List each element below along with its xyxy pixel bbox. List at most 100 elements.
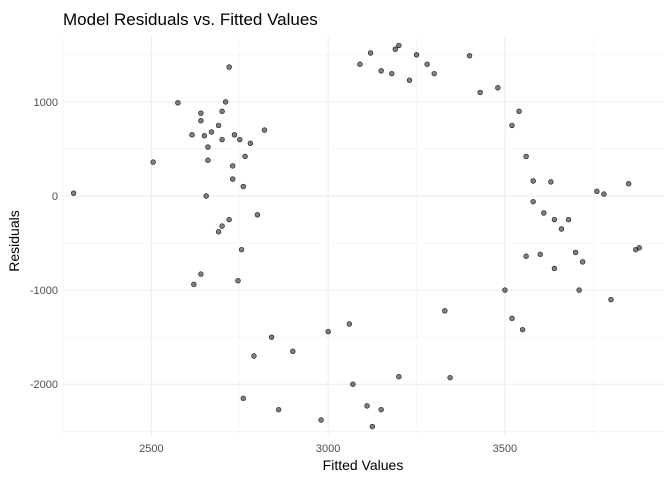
data-point bbox=[431, 70, 437, 77]
data-point bbox=[576, 287, 582, 293]
data-point bbox=[226, 216, 232, 223]
data-point bbox=[215, 229, 222, 235]
data-point bbox=[565, 216, 572, 223]
data-point bbox=[601, 191, 607, 197]
data-point bbox=[350, 381, 356, 387]
data-point bbox=[608, 296, 614, 303]
y-tick-label: 0 bbox=[52, 191, 58, 203]
data-point bbox=[548, 179, 554, 185]
data-point bbox=[551, 216, 558, 223]
data-point bbox=[541, 210, 547, 216]
data-point bbox=[191, 281, 197, 288]
data-point bbox=[205, 144, 211, 150]
data-point bbox=[519, 326, 526, 333]
major-gridlines bbox=[63, 36, 664, 436]
data-point bbox=[530, 198, 536, 205]
data-point bbox=[413, 52, 420, 58]
data-point bbox=[442, 308, 448, 314]
data-point bbox=[389, 70, 395, 77]
data-point bbox=[396, 42, 402, 49]
data-point bbox=[369, 423, 376, 430]
data-point bbox=[240, 395, 247, 402]
data-point bbox=[189, 132, 195, 138]
data-point bbox=[406, 77, 413, 83]
data-point bbox=[495, 85, 501, 91]
data-point bbox=[516, 108, 522, 114]
y-tick-label: -2000 bbox=[30, 379, 58, 391]
data-point bbox=[378, 406, 384, 413]
data-point bbox=[240, 183, 247, 190]
data-point bbox=[268, 334, 275, 340]
data-point bbox=[367, 50, 374, 56]
data-point bbox=[318, 417, 324, 423]
minor-gridlines bbox=[62, 36, 664, 436]
data-point bbox=[551, 265, 558, 272]
data-point bbox=[396, 374, 402, 380]
data-point bbox=[219, 223, 225, 229]
data-point bbox=[215, 122, 222, 129]
data-point bbox=[150, 159, 156, 165]
data-point bbox=[447, 374, 453, 381]
data-point bbox=[579, 259, 586, 265]
data-point bbox=[477, 89, 483, 96]
data-point bbox=[261, 127, 268, 133]
data-point bbox=[247, 140, 254, 146]
data-point bbox=[558, 226, 565, 232]
data-point bbox=[222, 99, 229, 105]
data-point bbox=[226, 64, 232, 70]
data-point bbox=[594, 188, 600, 194]
x-tick-label: 3500 bbox=[493, 443, 517, 455]
data-point bbox=[625, 181, 632, 187]
data-point bbox=[392, 46, 399, 52]
data-point bbox=[572, 249, 579, 256]
data-point bbox=[198, 118, 204, 124]
data-point bbox=[205, 157, 211, 163]
data-point bbox=[509, 315, 515, 322]
y-axis-ticks: 1000 0 -1000 -2000 bbox=[30, 97, 58, 391]
data-point bbox=[208, 129, 215, 135]
data-point bbox=[198, 271, 204, 277]
data-point bbox=[537, 251, 543, 258]
data-point bbox=[530, 178, 536, 184]
chart-title: Model Residuals vs. Fitted Values bbox=[63, 10, 318, 29]
data-point bbox=[346, 321, 353, 327]
x-axis-ticks: 2500 3000 3500 bbox=[139, 443, 517, 455]
data-point bbox=[251, 353, 257, 359]
x-axis-title: Fitted Values bbox=[323, 457, 404, 473]
data-point bbox=[235, 278, 241, 284]
data-point bbox=[424, 61, 430, 67]
data-point bbox=[466, 53, 473, 59]
data-point bbox=[509, 122, 515, 129]
data-point bbox=[231, 132, 238, 138]
y-tick-label: -1000 bbox=[30, 285, 58, 297]
data-point bbox=[219, 108, 225, 114]
data-point bbox=[254, 212, 261, 218]
data-point bbox=[242, 153, 248, 160]
data-points bbox=[70, 42, 642, 430]
data-point bbox=[636, 245, 642, 251]
data-point bbox=[357, 61, 363, 67]
data-point bbox=[523, 253, 529, 259]
data-point bbox=[237, 136, 243, 143]
data-point bbox=[275, 406, 282, 413]
data-point bbox=[378, 68, 384, 74]
y-tick-label: 1000 bbox=[34, 97, 58, 109]
data-point bbox=[175, 100, 181, 106]
x-tick-label: 2500 bbox=[139, 443, 163, 455]
data-point bbox=[229, 176, 236, 182]
data-point bbox=[201, 133, 208, 139]
data-point bbox=[325, 328, 331, 335]
data-point bbox=[70, 190, 77, 196]
data-point bbox=[229, 163, 236, 169]
data-point bbox=[502, 287, 508, 293]
data-point bbox=[523, 153, 529, 160]
data-point bbox=[203, 193, 209, 199]
data-point bbox=[219, 136, 225, 143]
data-point bbox=[364, 403, 370, 409]
x-tick-label: 3000 bbox=[316, 443, 340, 455]
data-point bbox=[198, 110, 204, 116]
y-axis-title: Residuals bbox=[6, 210, 22, 271]
data-point bbox=[238, 246, 245, 253]
